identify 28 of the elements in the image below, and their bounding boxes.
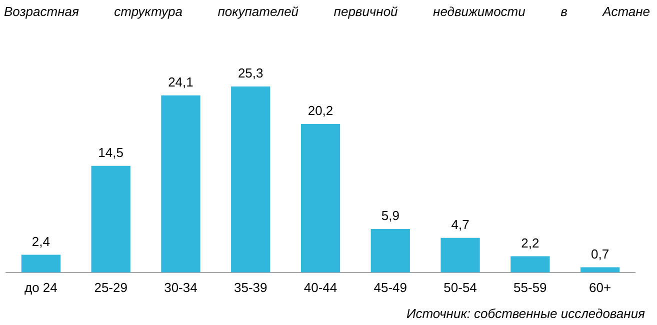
x-tick-label: 55-59	[514, 280, 547, 295]
x-tick-label: 45-49	[374, 280, 408, 295]
data-label: 14,5	[98, 144, 124, 160]
bar	[161, 95, 200, 272]
bar	[231, 86, 270, 272]
data-label: 2,2	[521, 235, 540, 250]
x-tick-label: до 24	[24, 280, 58, 295]
data-label: 4,7	[451, 216, 470, 232]
bar	[91, 166, 130, 272]
bar	[370, 229, 410, 272]
x-tick-label: 40-44	[304, 280, 338, 295]
data-label: 25,3	[238, 66, 264, 81]
data-label: 2,4	[32, 234, 50, 249]
data-label: 5,9	[381, 208, 400, 224]
data-label: 24,1	[168, 74, 194, 90]
data-label: 0,7	[591, 246, 610, 262]
bar	[510, 256, 550, 272]
x-tick-label: 30-34	[164, 280, 198, 295]
x-tick-label: 35-39	[234, 280, 268, 295]
chart-title: Возрастная структура покупателей первичной недвижимости в Астане	[4, 4, 650, 19]
data-label: 20,2	[308, 103, 334, 118]
bar	[440, 238, 480, 272]
bar	[300, 124, 340, 272]
x-tick-label: 25-29	[94, 280, 128, 295]
x-tick-label: 60+	[589, 280, 612, 295]
bar	[21, 254, 61, 272]
text: Источник: собственные исследования	[406, 306, 645, 321]
x-tick-label: 50-54	[444, 280, 477, 295]
